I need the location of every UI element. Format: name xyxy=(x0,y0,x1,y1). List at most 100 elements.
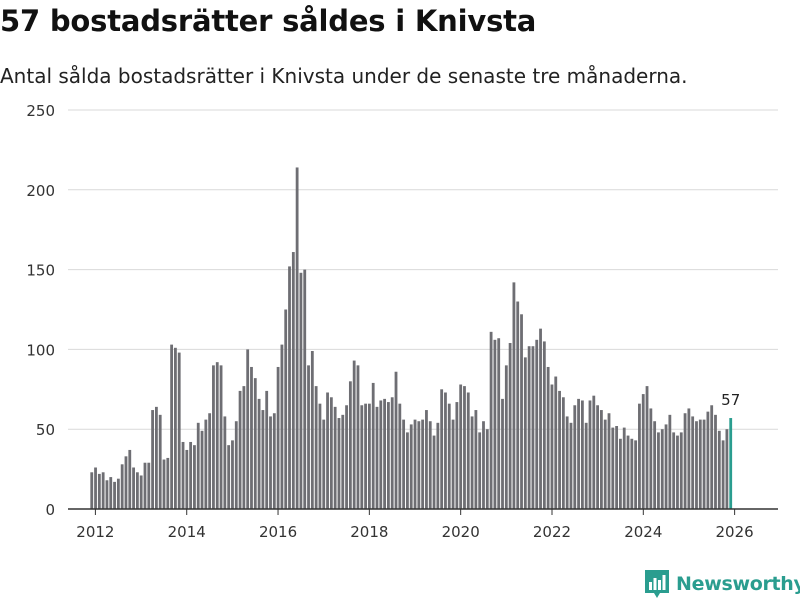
bar xyxy=(516,301,520,509)
bar xyxy=(504,365,508,509)
bar xyxy=(234,421,238,509)
bar xyxy=(288,266,291,509)
bar xyxy=(660,429,664,509)
bar xyxy=(196,422,200,509)
annotations: 57 xyxy=(721,391,740,409)
bar xyxy=(307,365,310,509)
bar xyxy=(94,467,97,509)
bar xyxy=(717,430,721,509)
bar xyxy=(387,402,390,509)
bar xyxy=(181,441,185,509)
bar xyxy=(611,427,615,509)
bar xyxy=(649,408,653,509)
bar xyxy=(512,282,516,509)
bar xyxy=(101,472,105,509)
bar xyxy=(619,438,622,509)
bar-chart-logo-icon xyxy=(645,570,669,598)
bar xyxy=(539,328,542,509)
bar xyxy=(444,392,447,509)
bar xyxy=(478,432,482,509)
bar xyxy=(333,406,337,509)
bar xyxy=(459,384,463,509)
bar xyxy=(691,416,695,509)
bar xyxy=(580,400,584,509)
bar xyxy=(698,419,702,509)
y-tick-label: 150 xyxy=(26,262,55,280)
bar xyxy=(474,410,478,509)
bar xyxy=(421,419,425,509)
bar xyxy=(246,349,250,509)
bar xyxy=(269,416,272,509)
bar xyxy=(337,418,341,509)
bar xyxy=(687,408,691,509)
bar xyxy=(105,480,109,509)
bar xyxy=(109,477,113,509)
bar xyxy=(208,413,212,509)
bar xyxy=(151,410,154,509)
bar xyxy=(714,414,717,509)
bar xyxy=(577,398,580,509)
bar xyxy=(569,422,573,509)
bar xyxy=(314,386,318,509)
bar xyxy=(565,416,569,509)
bar xyxy=(664,424,668,509)
bar xyxy=(497,338,501,509)
bar xyxy=(231,440,234,509)
bar xyxy=(97,473,101,509)
bar xyxy=(250,366,253,509)
bar xyxy=(523,357,527,509)
x-tick-label: 2018 xyxy=(350,523,388,541)
bar xyxy=(558,390,561,509)
bar xyxy=(455,402,459,509)
x-tick-label: 2016 xyxy=(259,523,297,541)
bar xyxy=(432,435,436,509)
bar xyxy=(326,392,329,509)
bar xyxy=(463,386,466,509)
bar xyxy=(147,462,151,509)
bar xyxy=(90,472,94,509)
bar xyxy=(672,432,676,509)
bar xyxy=(402,419,406,509)
bar xyxy=(695,421,698,509)
bar xyxy=(447,403,451,509)
bar xyxy=(550,384,554,509)
bar xyxy=(360,405,364,509)
bar xyxy=(257,398,261,509)
bar xyxy=(626,435,630,509)
bar xyxy=(276,366,280,509)
bar xyxy=(710,405,714,509)
bar xyxy=(641,394,645,509)
bar xyxy=(501,398,504,509)
bar xyxy=(683,413,687,509)
bar xyxy=(189,441,193,509)
bar xyxy=(428,421,432,509)
x-tick-label: 2014 xyxy=(168,523,206,541)
bar xyxy=(139,475,143,509)
bar xyxy=(668,414,672,509)
bar xyxy=(371,382,375,509)
bars xyxy=(90,167,733,510)
bar xyxy=(223,416,227,509)
y-tick-label: 0 xyxy=(45,501,55,519)
x-tick-label: 2026 xyxy=(716,523,754,541)
newsworthy-logo: Newsworthy xyxy=(644,568,800,600)
bar xyxy=(185,449,189,509)
bar xyxy=(341,414,345,509)
bar xyxy=(607,413,611,509)
bar xyxy=(295,167,299,509)
bar xyxy=(227,445,231,509)
bar xyxy=(162,459,166,509)
bar xyxy=(527,346,531,509)
bar xyxy=(485,429,489,509)
bar xyxy=(725,429,729,509)
bar xyxy=(520,314,523,509)
bar xyxy=(299,272,303,509)
bar xyxy=(436,422,440,509)
bar xyxy=(406,432,409,509)
bar xyxy=(143,462,147,509)
bar xyxy=(630,438,634,509)
bar xyxy=(113,481,116,509)
bar xyxy=(238,390,242,509)
bar xyxy=(345,405,348,509)
bar xyxy=(272,413,276,509)
